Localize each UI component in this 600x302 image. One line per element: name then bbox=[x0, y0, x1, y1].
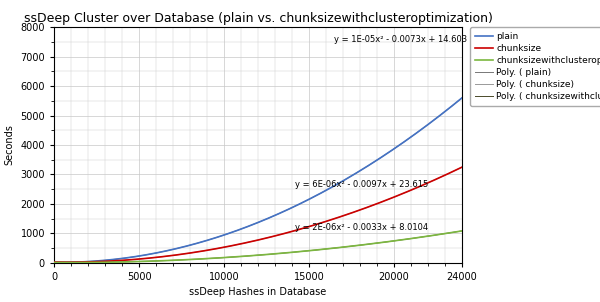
Poly. ( plain) bbox=[455, 99, 462, 102]
chunksize bbox=[98, 260, 105, 263]
plain bbox=[285, 207, 292, 211]
Poly. ( chunksize) bbox=[207, 248, 214, 252]
chunksizewithclusteroptimization bbox=[353, 244, 360, 247]
plain bbox=[50, 261, 58, 264]
chunksizewithclusteroptimization bbox=[458, 229, 466, 233]
plain bbox=[353, 171, 360, 175]
Poly. ( plain) bbox=[207, 238, 214, 241]
Poly. ( chunksizewithclusteroptimization) bbox=[458, 229, 466, 233]
Text: y = 2E-06x² - 0.0033x + 8.0104: y = 2E-06x² - 0.0033x + 8.0104 bbox=[295, 223, 428, 232]
Poly. ( plain) bbox=[353, 171, 360, 175]
chunksize bbox=[64, 260, 71, 264]
plain bbox=[455, 99, 462, 102]
chunksizewithclusteroptimization bbox=[285, 251, 292, 255]
Poly. ( plain) bbox=[380, 154, 388, 157]
Line: Poly. ( plain): Poly. ( plain) bbox=[54, 98, 462, 262]
Poly. ( chunksizewithclusteroptimization) bbox=[64, 261, 71, 264]
chunksizewithclusteroptimization bbox=[455, 230, 462, 233]
chunksize bbox=[458, 165, 466, 169]
Poly. ( chunksize) bbox=[455, 167, 462, 171]
Poly. ( chunksize) bbox=[458, 165, 466, 169]
chunksizewithclusteroptimization bbox=[64, 261, 71, 264]
Poly. ( chunksize) bbox=[353, 209, 360, 213]
Text: y = 6E-06x² - 0.0097x + 23.615: y = 6E-06x² - 0.0097x + 23.615 bbox=[295, 180, 428, 189]
Poly. ( chunksizewithclusteroptimization) bbox=[285, 251, 292, 255]
Poly. ( chunksizewithclusteroptimization) bbox=[380, 240, 388, 244]
Poly. ( chunksizewithclusteroptimization) bbox=[455, 230, 462, 233]
Line: chunksize: chunksize bbox=[54, 167, 462, 262]
plain bbox=[57, 261, 64, 264]
Poly. ( chunksize) bbox=[50, 260, 58, 264]
Poly. ( plain) bbox=[458, 96, 466, 100]
Line: chunksizewithclusteroptimization: chunksizewithclusteroptimization bbox=[54, 231, 462, 262]
Poly. ( plain) bbox=[285, 207, 292, 211]
Poly. ( chunksize) bbox=[98, 260, 105, 263]
plain bbox=[98, 259, 105, 262]
Poly. ( plain) bbox=[98, 259, 105, 262]
Poly. ( chunksize) bbox=[285, 230, 292, 234]
chunksize bbox=[207, 248, 214, 252]
plain bbox=[458, 96, 466, 100]
Poly. ( chunksizewithclusteroptimization) bbox=[207, 257, 214, 260]
Poly. ( plain) bbox=[50, 261, 58, 264]
Poly. ( chunksizewithclusteroptimization) bbox=[50, 261, 58, 264]
chunksizewithclusteroptimization bbox=[207, 257, 214, 260]
Poly. ( plain) bbox=[57, 261, 64, 264]
chunksize bbox=[353, 209, 360, 213]
Y-axis label: Seconds: Seconds bbox=[5, 124, 15, 165]
Line: plain: plain bbox=[54, 98, 462, 262]
chunksizewithclusteroptimization bbox=[98, 261, 105, 264]
Poly. ( chunksizewithclusteroptimization) bbox=[98, 261, 105, 264]
Poly. ( chunksizewithclusteroptimization) bbox=[353, 244, 360, 247]
chunksize bbox=[455, 167, 462, 171]
X-axis label: ssDeep Hashes in Database: ssDeep Hashes in Database bbox=[190, 287, 326, 297]
chunksize bbox=[380, 199, 388, 203]
chunksizewithclusteroptimization bbox=[380, 240, 388, 244]
Legend: plain, chunksize, chunksizewithclusteroptimization, Poly. ( plain), Poly. ( chun: plain, chunksize, chunksizewithclusterop… bbox=[470, 27, 600, 106]
Line: Poly. ( chunksize): Poly. ( chunksize) bbox=[54, 167, 462, 262]
Title: ssDeep Cluster over Database (plain vs. chunksizewithclusteroptimization): ssDeep Cluster over Database (plain vs. … bbox=[23, 11, 493, 25]
Poly. ( chunksize) bbox=[64, 260, 71, 264]
Poly. ( chunksize) bbox=[380, 199, 388, 203]
plain bbox=[207, 238, 214, 241]
chunksize bbox=[285, 230, 292, 234]
chunksizewithclusteroptimization bbox=[50, 261, 58, 264]
plain bbox=[380, 154, 388, 157]
Text: y = 1E-05x² - 0.0073x + 14.603: y = 1E-05x² - 0.0073x + 14.603 bbox=[335, 35, 467, 44]
Line: Poly. ( chunksizewithclusteroptimization): Poly. ( chunksizewithclusteroptimization… bbox=[54, 231, 462, 262]
chunksize bbox=[50, 260, 58, 264]
